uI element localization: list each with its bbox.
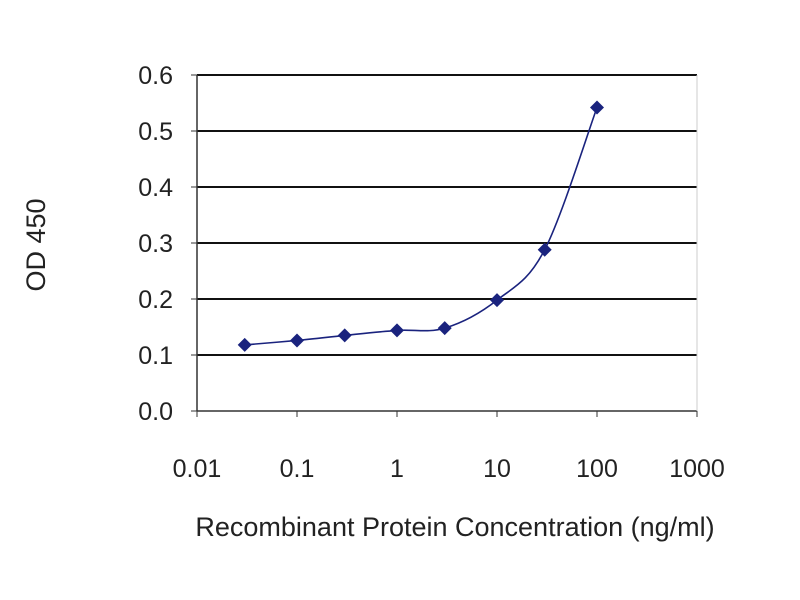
series-line bbox=[244, 107, 598, 346]
axes bbox=[191, 74, 698, 417]
y-tick-label: 0.0 bbox=[138, 398, 173, 426]
gridlines bbox=[197, 74, 697, 356]
data-point-marker bbox=[290, 333, 304, 348]
data-point-marker bbox=[390, 323, 404, 338]
y-axis-title: OD 450 bbox=[21, 198, 51, 291]
x-tick-labels: 0.01 0.1 1 10 100 1000 bbox=[173, 455, 725, 483]
y-tick-labels: 0.0 0.1 0.2 0.3 0.4 0.5 0.6 bbox=[138, 62, 173, 426]
y-tick-label: 0.1 bbox=[138, 342, 173, 370]
data-point-marker bbox=[490, 293, 504, 308]
x-tick-label: 0.1 bbox=[280, 455, 315, 483]
data-point-marker bbox=[237, 337, 252, 352]
series bbox=[237, 100, 604, 352]
x-tick-label: 1 bbox=[390, 455, 404, 483]
y-tick-label: 0.2 bbox=[138, 286, 173, 314]
y-tick-label: 0.4 bbox=[138, 174, 173, 202]
data-point-marker bbox=[537, 242, 552, 257]
x-axis-title: Recombinant Protein Concentration (ng/ml… bbox=[195, 512, 714, 542]
y-tick-label: 0.6 bbox=[138, 62, 173, 90]
x-tick-label: 0.01 bbox=[173, 455, 222, 483]
data-point-marker bbox=[437, 321, 452, 336]
y-tick-label: 0.5 bbox=[138, 118, 173, 146]
x-tick-label: 100 bbox=[576, 455, 618, 483]
data-point-marker bbox=[590, 100, 604, 115]
y-tick-label: 0.3 bbox=[138, 230, 173, 258]
x-tick-label: 10 bbox=[483, 455, 511, 483]
data-point-marker bbox=[337, 328, 352, 343]
x-tick-label: 1000 bbox=[669, 455, 725, 483]
